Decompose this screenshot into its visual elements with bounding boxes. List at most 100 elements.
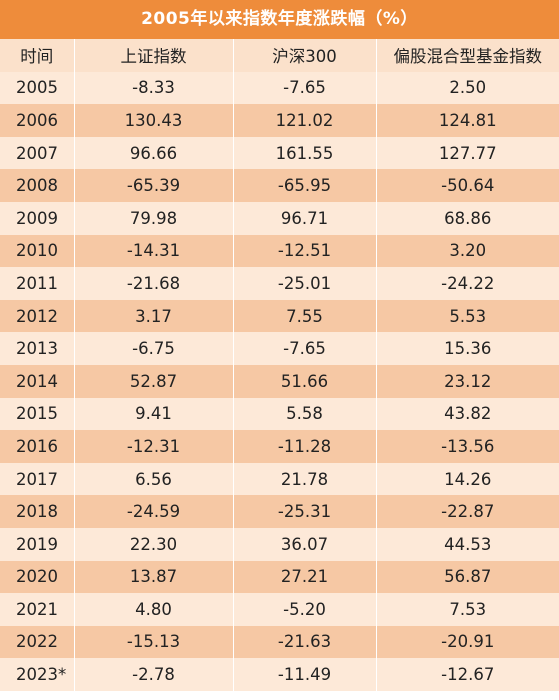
table-row: 2009 79.98 96.71 68.86 xyxy=(0,201,559,235)
year-cell: 2007 xyxy=(0,136,75,170)
equity-fund-index-cell: 44.53 xyxy=(376,527,559,561)
year-cell: 2023* xyxy=(0,658,75,691)
csi300-cell: 36.07 xyxy=(233,527,377,561)
table-row: 2010 -14.31 -12.51 3.20 xyxy=(0,234,559,268)
year-cell: 2017 xyxy=(0,462,75,496)
csi300-cell: -65.95 xyxy=(233,169,377,202)
year-cell: 2005 xyxy=(0,71,75,105)
header-row: 时间 上证指数 沪深300 偏股混合型基金指数 xyxy=(0,39,559,72)
shanghai-index-cell: -12.31 xyxy=(74,430,234,463)
shanghai-index-cell: -15.13 xyxy=(74,625,234,659)
year-cell: 2011 xyxy=(0,267,75,300)
table-row: 2014 52.87 51.66 23.12 xyxy=(0,364,559,398)
shanghai-index-cell: -2.78 xyxy=(74,658,234,691)
year-cell: 2014 xyxy=(0,364,75,398)
table-row: 2005 -8.33 -7.65 2.50 xyxy=(0,71,559,105)
table-row: 2011 -21.68 -25.01 -24.22 xyxy=(0,267,559,300)
csi300-cell: -21.63 xyxy=(233,625,377,659)
equity-fund-index-cell: 3.20 xyxy=(376,234,559,268)
year-cell: 2008 xyxy=(0,169,75,202)
shanghai-index-cell: 13.87 xyxy=(74,560,234,594)
shanghai-index-cell: 96.66 xyxy=(74,136,234,170)
csi300-cell: 5.58 xyxy=(233,397,377,431)
header-equity-fund-index: 偏股混合型基金指数 xyxy=(376,39,559,72)
equity-fund-index-cell: -13.56 xyxy=(376,430,559,463)
table-body: 2005 -8.33 -7.65 2.50 2006 130.43 121.02 124.81… xyxy=(0,71,559,691)
header-time: 时间 xyxy=(0,39,75,72)
equity-fund-index-cell: 5.53 xyxy=(376,299,559,333)
table-row: 2023* -2.78 -11.49 -12.67 xyxy=(0,658,559,691)
csi300-cell: -7.65 xyxy=(233,71,377,105)
csi300-cell: 7.55 xyxy=(233,299,377,333)
table-row: 2022 -15.13 -21.63 -20.91 xyxy=(0,625,559,659)
csi300-cell: 121.02 xyxy=(233,104,377,137)
equity-fund-index-cell: -12.67 xyxy=(376,658,559,691)
year-cell: 2016 xyxy=(0,430,75,463)
equity-fund-index-cell: 124.81 xyxy=(376,104,559,137)
csi300-cell: 51.66 xyxy=(233,364,377,398)
table-row: 2015 9.41 5.58 43.82 xyxy=(0,397,559,431)
shanghai-index-cell: 4.80 xyxy=(74,593,234,626)
equity-fund-index-cell: 23.12 xyxy=(376,364,559,398)
shanghai-index-cell: -8.33 xyxy=(74,71,234,105)
equity-fund-index-cell: 56.87 xyxy=(376,560,559,594)
csi300-cell: -11.28 xyxy=(233,430,377,463)
shanghai-index-cell: 9.41 xyxy=(74,397,234,431)
header-csi300: 沪深300 xyxy=(233,39,377,72)
equity-fund-index-cell: 7.53 xyxy=(376,593,559,626)
year-cell: 2021 xyxy=(0,593,75,626)
table-row: 2016 -12.31 -11.28 -13.56 xyxy=(0,430,559,463)
csi300-cell: -12.51 xyxy=(233,234,377,268)
shanghai-index-cell: -24.59 xyxy=(74,495,234,528)
equity-fund-index-cell: -22.87 xyxy=(376,495,559,528)
shanghai-index-cell: 52.87 xyxy=(74,364,234,398)
header-shanghai-index: 上证指数 xyxy=(74,39,234,72)
equity-fund-index-cell: 43.82 xyxy=(376,397,559,431)
year-cell: 2013 xyxy=(0,332,75,365)
year-cell: 2020 xyxy=(0,560,75,594)
table-row: 2021 4.80 -5.20 7.53 xyxy=(0,593,559,626)
equity-fund-index-cell: 68.86 xyxy=(376,201,559,235)
csi300-cell: 27.21 xyxy=(233,560,377,594)
csi300-cell: 21.78 xyxy=(233,462,377,496)
shanghai-index-cell: 22.30 xyxy=(74,527,234,561)
equity-fund-index-cell: 14.26 xyxy=(376,462,559,496)
equity-fund-index-cell: 2.50 xyxy=(376,71,559,105)
table-row: 2008 -65.39 -65.95 -50.64 xyxy=(0,169,559,202)
equity-fund-index-cell: 127.77 xyxy=(376,136,559,170)
shanghai-index-cell: 6.56 xyxy=(74,462,234,496)
table-row: 2012 3.17 7.55 5.53 xyxy=(0,299,559,333)
table-row: 2019 22.30 36.07 44.53 xyxy=(0,527,559,561)
csi300-cell: -25.01 xyxy=(233,267,377,300)
table-row: 2017 6.56 21.78 14.26 xyxy=(0,462,559,496)
csi300-cell: -11.49 xyxy=(233,658,377,691)
shanghai-index-cell: -65.39 xyxy=(74,169,234,202)
table-row: 2013 -6.75 -7.65 15.36 xyxy=(0,332,559,365)
csi300-cell: 96.71 xyxy=(233,201,377,235)
table-row: 2007 96.66 161.55 127.77 xyxy=(0,136,559,170)
shanghai-index-cell: 3.17 xyxy=(74,299,234,333)
shanghai-index-cell: 130.43 xyxy=(74,104,234,137)
year-cell: 2018 xyxy=(0,495,75,528)
year-cell: 2015 xyxy=(0,397,75,431)
shanghai-index-cell: -14.31 xyxy=(74,234,234,268)
year-cell: 2012 xyxy=(0,299,75,333)
year-cell: 2019 xyxy=(0,527,75,561)
shanghai-index-cell: 79.98 xyxy=(74,201,234,235)
year-cell: 2010 xyxy=(0,234,75,268)
year-cell: 2022 xyxy=(0,625,75,659)
equity-fund-index-cell: 15.36 xyxy=(376,332,559,365)
equity-fund-index-cell: -20.91 xyxy=(376,625,559,659)
shanghai-index-cell: -21.68 xyxy=(74,267,234,300)
table-row: 2018 -24.59 -25.31 -22.87 xyxy=(0,495,559,528)
table-row: 2020 13.87 27.21 56.87 xyxy=(0,560,559,594)
shanghai-index-cell: -6.75 xyxy=(74,332,234,365)
equity-fund-index-cell: -24.22 xyxy=(376,267,559,300)
csi300-cell: 161.55 xyxy=(233,136,377,170)
year-cell: 2006 xyxy=(0,104,75,137)
csi300-cell: -25.31 xyxy=(233,495,377,528)
year-cell: 2009 xyxy=(0,201,75,235)
csi300-cell: -5.20 xyxy=(233,593,377,626)
table-title: 2005年以来指数年度涨跌幅（%） xyxy=(0,0,559,39)
